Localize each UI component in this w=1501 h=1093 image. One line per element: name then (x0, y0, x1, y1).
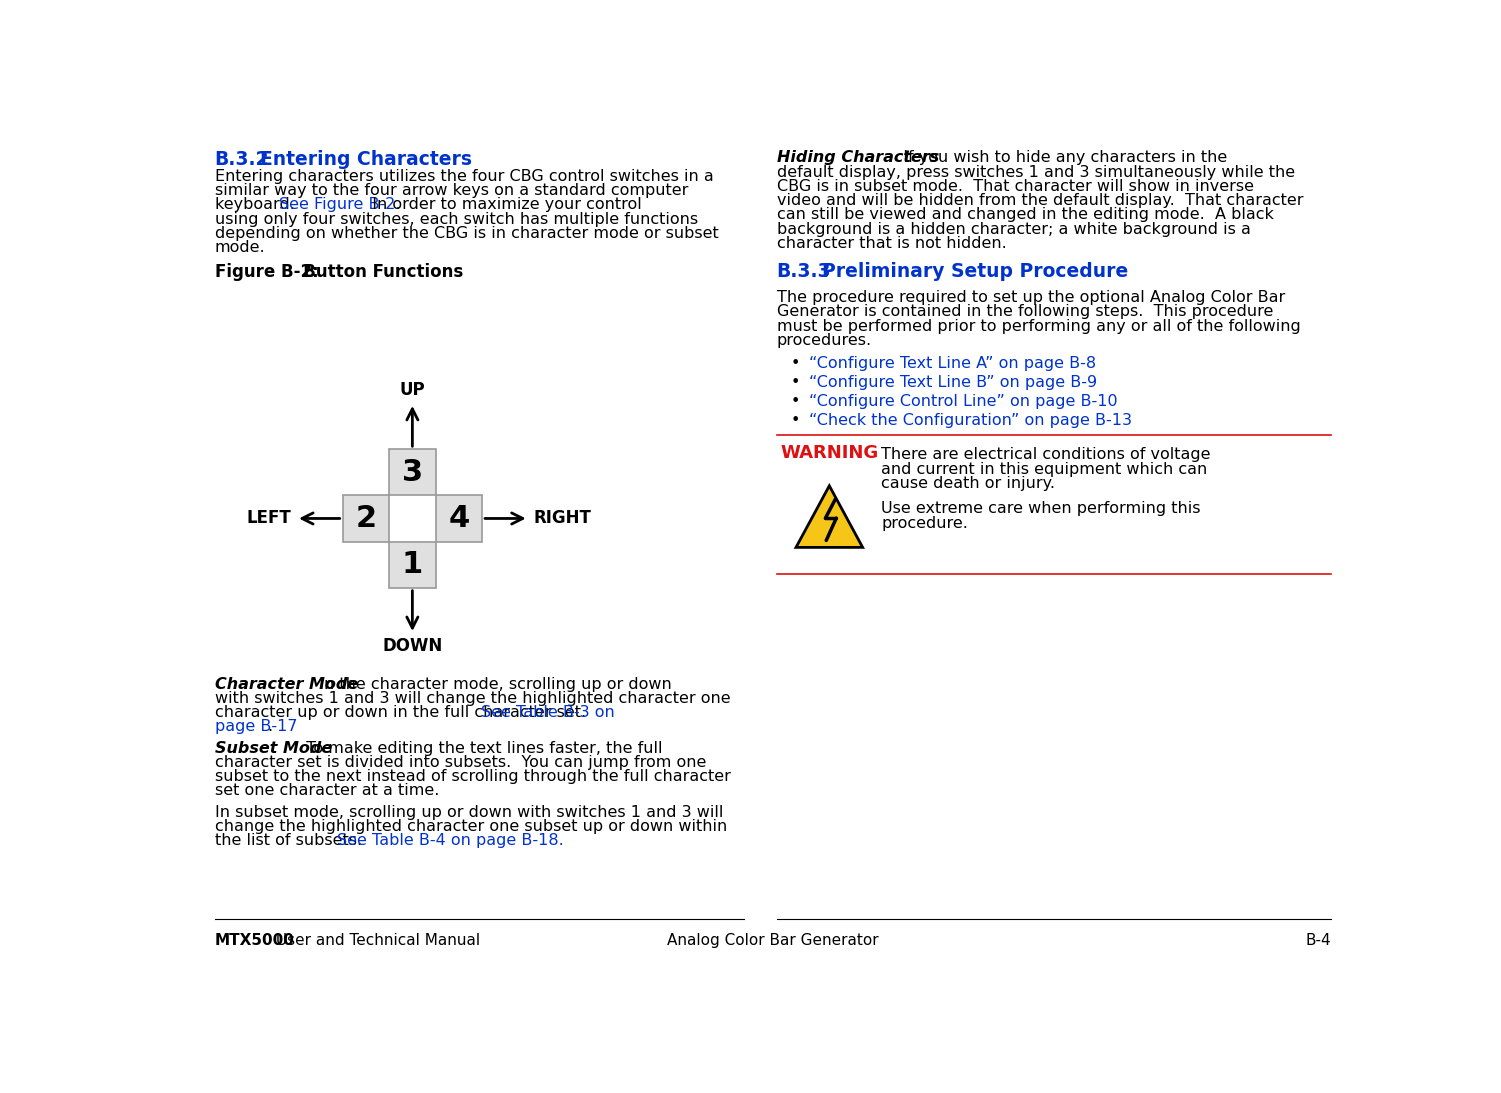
Text: Figure B-2:: Figure B-2: (215, 263, 318, 281)
Text: 3: 3 (402, 458, 423, 486)
Text: UP: UP (399, 381, 425, 399)
Text: CBG is in subset mode.  That character will show in inverse: CBG is in subset mode. That character wi… (776, 179, 1253, 193)
Text: page B-17: page B-17 (215, 719, 297, 734)
Text: The procedure required to set up the optional Analog Color Bar: The procedure required to set up the opt… (776, 290, 1285, 305)
Text: character up or down in the full character set.: character up or down in the full charact… (215, 705, 596, 720)
Text: subset to the next instead of scrolling through the full character: subset to the next instead of scrolling … (215, 769, 731, 784)
Text: cause death or injury.: cause death or injury. (881, 475, 1055, 491)
Text: background is a hidden character; a white background is a: background is a hidden character; a whit… (776, 222, 1250, 237)
Text: mode.: mode. (215, 240, 266, 255)
Text: Character Mode: Character Mode (215, 677, 359, 692)
Text: keyboard.: keyboard. (215, 198, 311, 212)
Bar (435, 495, 482, 541)
Text: Subset Mode: Subset Mode (215, 741, 332, 755)
Text: change the highlighted character one subset up or down within: change the highlighted character one sub… (215, 819, 726, 834)
Text: with switches 1 and 3 will change the highlighted character one: with switches 1 and 3 will change the hi… (215, 691, 731, 706)
Text: LEFT: LEFT (246, 509, 291, 528)
Text: To make editing the text lines faster, the full: To make editing the text lines faster, t… (296, 741, 662, 755)
Text: character set is divided into subsets.  You can jump from one: character set is divided into subsets. Y… (215, 755, 705, 769)
Text: must be performed prior to performing any or all of the following: must be performed prior to performing an… (776, 318, 1300, 333)
Text: See Table B-3 on: See Table B-3 on (482, 705, 615, 720)
Bar (342, 495, 389, 541)
Polygon shape (796, 485, 863, 548)
Text: “Configure Text Line A” on page B-8: “Configure Text Line A” on page B-8 (809, 355, 1096, 371)
Text: If you wish to hide any characters in the: If you wish to hide any characters in th… (893, 151, 1228, 165)
Text: using only four switches, each switch has multiple functions: using only four switches, each switch ha… (215, 212, 698, 226)
Text: the list of subsets.: the list of subsets. (215, 833, 372, 848)
Text: See Figure B-2.: See Figure B-2. (279, 198, 401, 212)
Text: In order to maximize your control: In order to maximize your control (362, 198, 642, 212)
Text: 2: 2 (356, 504, 377, 533)
Text: similar way to the four arrow keys on a standard computer: similar way to the four arrow keys on a … (215, 184, 687, 198)
Text: set one character at a time.: set one character at a time. (215, 784, 440, 798)
Text: •: • (791, 355, 800, 371)
Text: can still be viewed and changed in the editing mode.  A black: can still be viewed and changed in the e… (776, 208, 1273, 222)
Text: MTX5000: MTX5000 (215, 932, 294, 948)
Text: DOWN: DOWN (383, 637, 443, 655)
Text: character that is not hidden.: character that is not hidden. (776, 236, 1006, 251)
Text: In the character mode, scrolling up or down: In the character mode, scrolling up or d… (309, 677, 672, 692)
Bar (389, 449, 435, 495)
Text: Entering characters utilizes the four CBG control switches in a: Entering characters utilizes the four CB… (215, 169, 713, 184)
Text: “Configure Control Line” on page B-10: “Configure Control Line” on page B-10 (809, 393, 1118, 409)
Text: •: • (791, 413, 800, 428)
Text: B.3.3: B.3.3 (776, 261, 832, 281)
Text: procedure.: procedure. (881, 516, 968, 531)
Text: See Table B-4 on page B-18.: See Table B-4 on page B-18. (338, 833, 564, 848)
Text: There are electrical conditions of voltage: There are electrical conditions of volta… (881, 447, 1211, 462)
Text: “Check the Configuration” on page B-13: “Check the Configuration” on page B-13 (809, 413, 1132, 428)
Text: Analog Color Bar Generator: Analog Color Bar Generator (666, 932, 878, 948)
Text: 4: 4 (449, 504, 470, 533)
Text: depending on whether the CBG is in character mode or subset: depending on whether the CBG is in chara… (215, 226, 719, 240)
Text: procedures.: procedures. (776, 332, 872, 348)
Text: “Configure Text Line B” on page B-9: “Configure Text Line B” on page B-9 (809, 375, 1097, 390)
Text: User and Technical Manual: User and Technical Manual (272, 932, 480, 948)
Text: WARNING: WARNING (781, 444, 878, 462)
Text: B.3.2: B.3.2 (215, 151, 269, 169)
Text: default display, press switches 1 and 3 simultaneously while the: default display, press switches 1 and 3 … (776, 165, 1295, 179)
Text: video and will be hidden from the default display.  That character: video and will be hidden from the defaul… (776, 193, 1303, 208)
Text: B-4: B-4 (1306, 932, 1331, 948)
Text: •: • (791, 393, 800, 409)
Text: In subset mode, scrolling up or down with switches 1 and 3 will: In subset mode, scrolling up or down wit… (215, 804, 723, 820)
Text: and current in this equipment which can: and current in this equipment which can (881, 461, 1207, 477)
Text: •: • (791, 375, 800, 390)
Text: Preliminary Setup Procedure: Preliminary Setup Procedure (821, 261, 1127, 281)
Text: Generator is contained in the following steps.  This procedure: Generator is contained in the following … (776, 304, 1273, 319)
Text: Use extreme care when performing this: Use extreme care when performing this (881, 502, 1201, 516)
Text: .: . (267, 719, 273, 734)
Text: RIGHT: RIGHT (533, 509, 591, 528)
Text: Hiding Characters: Hiding Characters (776, 151, 938, 165)
Text: 1: 1 (402, 550, 423, 579)
Text: Entering Characters: Entering Characters (260, 151, 471, 169)
Bar (389, 541, 435, 588)
Text: Button Functions: Button Functions (287, 263, 464, 281)
